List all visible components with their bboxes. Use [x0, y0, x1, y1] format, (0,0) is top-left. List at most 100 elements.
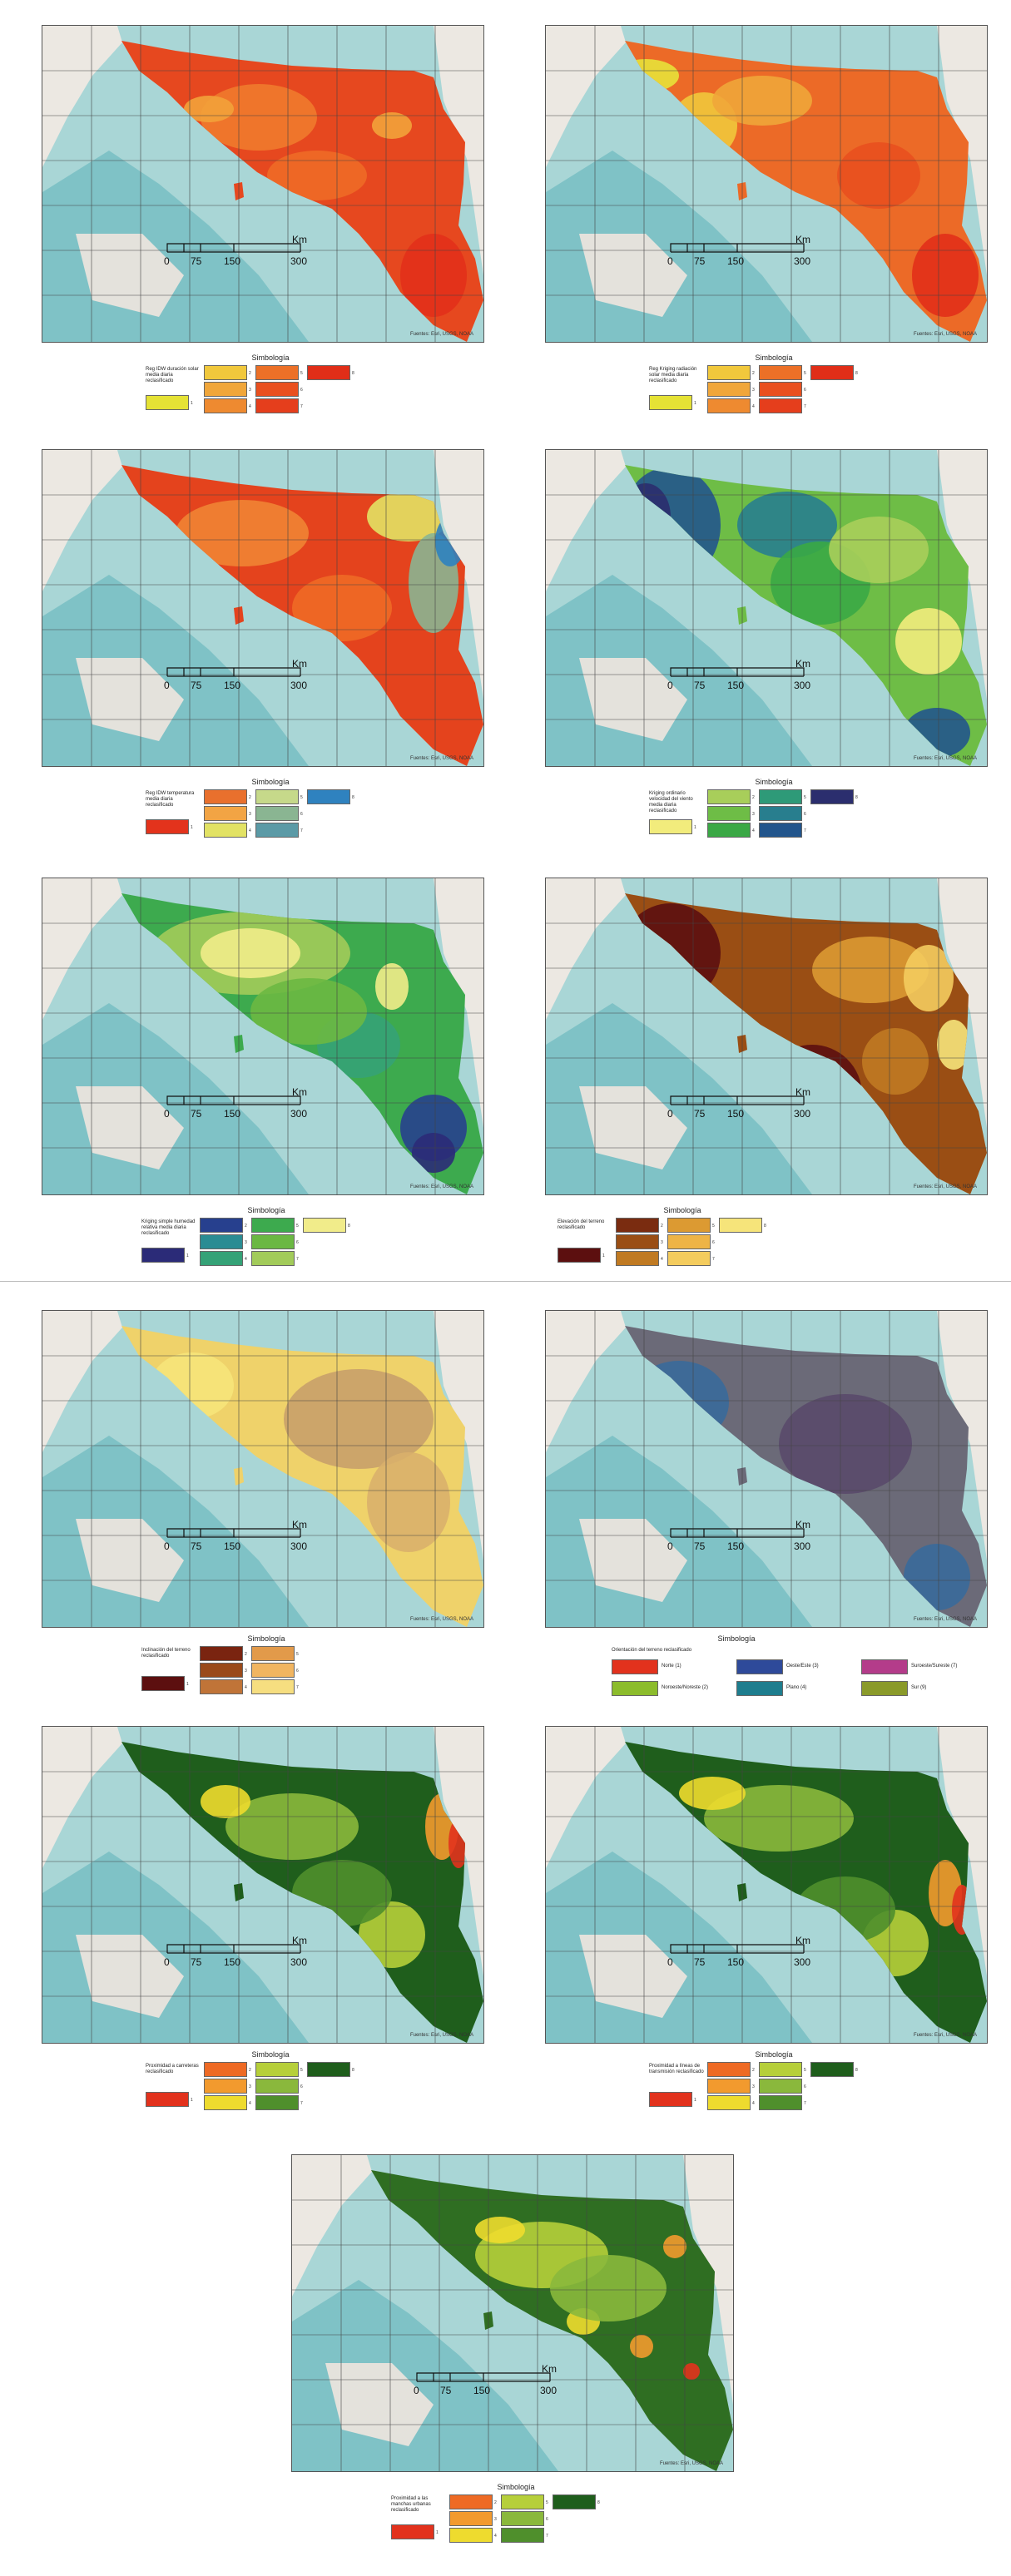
- legend-class-number: 3: [249, 812, 251, 817]
- legend-swatch: [759, 806, 802, 821]
- legend-class-number: 3: [245, 1240, 247, 1245]
- legend-swatch: [810, 789, 854, 804]
- legend-class-number: 2: [661, 1224, 663, 1229]
- map-credit: Fuentes: Esri, USGS, NOAA: [409, 2033, 473, 2038]
- map-graphic: [42, 1727, 483, 2043]
- scale-label: 75: [191, 1956, 202, 1968]
- legend-class-number: 4: [249, 2101, 251, 2106]
- legend-swatch: [501, 2494, 544, 2509]
- legend-swatch: [251, 1679, 295, 1694]
- scale-unit: Km: [795, 1519, 810, 1530]
- scale-unit: Km: [292, 1086, 307, 1098]
- legend-class-number: 5: [546, 2500, 548, 2505]
- legend-swatch: [667, 1251, 711, 1266]
- legend-class-number: 4: [249, 404, 251, 409]
- legend-class-number: 3: [752, 388, 755, 393]
- legend-class-number: 4: [752, 2101, 755, 2106]
- legend-class-number: 1: [191, 825, 193, 830]
- scale-label: 300: [794, 680, 811, 691]
- scale-label: 150: [727, 680, 745, 691]
- legend-irradiation-idw: Simbología Reg IDW duración solar media d…: [146, 354, 395, 428]
- legend-class-number: 3: [752, 2084, 755, 2089]
- legend-class-number: 7: [300, 828, 303, 833]
- legend-class-number: 6: [804, 2084, 806, 2089]
- legend-swatch: [146, 2092, 189, 2107]
- scale-label: 150: [224, 255, 241, 267]
- legend-swatch: [251, 1234, 295, 1249]
- scale-label: 300: [290, 255, 308, 267]
- legend-swatch: [616, 1218, 659, 1233]
- legend-class-number: 1: [191, 401, 193, 406]
- scale-label: 0: [164, 680, 170, 691]
- legend-swatch: [707, 806, 751, 821]
- scale-unit: Km: [795, 234, 810, 245]
- map-graphic: [42, 450, 483, 766]
- legend-class-number: 7: [296, 1685, 299, 1690]
- legend-proximity-urban: Simbología Proximidad a las manchas urban…: [391, 2483, 641, 2558]
- scale-label: 0: [667, 255, 673, 267]
- scale-label: 75: [191, 680, 202, 691]
- scale-label: 0: [667, 1540, 673, 1552]
- map-temperature-idw: 0 75 150 300 Km Fuentes: Esri, USGS, NOAA: [42, 449, 484, 767]
- legend-swatch: [204, 398, 247, 413]
- scale-unit: Km: [542, 2363, 557, 2375]
- legend-swatch: [255, 823, 299, 838]
- legend-swatch: [204, 806, 247, 821]
- legend-label: Kriging simple humedad relativa media di…: [141, 1219, 196, 1236]
- legend-class-number: 2: [249, 795, 251, 800]
- legend-swatch: [707, 789, 751, 804]
- legend-class-label: Noroeste/Noreste (2): [662, 1685, 709, 1690]
- scale-label: 75: [191, 255, 202, 267]
- scale-label: 300: [794, 1108, 811, 1120]
- legend-class-number: 4: [245, 1257, 247, 1262]
- legend-class-number: 1: [186, 1253, 189, 1258]
- legend-label: Proximidad a carreteras reclasificado: [146, 2064, 199, 2074]
- map-radiation-kriging: 0 75 150 300 Km Fuentes: Esri, USGS, NOAA: [545, 25, 988, 343]
- row-divider: [0, 1281, 1011, 1282]
- legend-class-number: 5: [804, 795, 806, 800]
- map-credit: Fuentes: Esri, USGS, NOAA: [913, 1184, 977, 1189]
- legend-swatch: [759, 2079, 802, 2094]
- scale-unit: Km: [292, 1935, 307, 1946]
- scale-label: 75: [694, 1108, 706, 1120]
- legend-radiation-kriging: Simbología Reg Kriging radiación solar me…: [649, 354, 899, 428]
- legend-swatch: [255, 382, 299, 397]
- legend-swatch: [649, 2092, 692, 2107]
- legend-proximity-lines: Simbología Proximidad a líneas de transmi…: [649, 2050, 899, 2125]
- map-graphic: [42, 1311, 483, 1627]
- legend-swatch: [558, 1248, 601, 1263]
- legend-swatch: [449, 2494, 493, 2509]
- legend-class-number: 8: [352, 795, 354, 800]
- legend-label: Reg IDW duración solar media diaria recl…: [146, 367, 199, 383]
- legend-class-number: 5: [712, 1224, 715, 1229]
- legend-swatch: [759, 2095, 802, 2110]
- legend-class-number: 1: [186, 1682, 189, 1687]
- map-slope: 0 75 150 300 Km Fuentes: Esri, USGS, NOAA: [42, 1310, 484, 1628]
- legend-heading: Simbología: [755, 778, 793, 786]
- legend-slope: Simbología Inclinación del terreno reclas…: [141, 1634, 391, 1709]
- legend-swatch: [204, 789, 247, 804]
- scale-label: 150: [727, 1540, 745, 1552]
- legend-swatch: [649, 819, 692, 834]
- scale-label: 75: [191, 1108, 202, 1120]
- scale-label: 0: [667, 680, 673, 691]
- map-elevation: 0 75 150 300 Km Fuentes: Esri, USGS, NOAA: [545, 878, 988, 1195]
- legend-label: Reg IDW temperatura media diaria reclasi…: [146, 791, 195, 808]
- map-credit: Fuentes: Esri, USGS, NOAA: [409, 1617, 473, 1622]
- scale-label: 300: [290, 1540, 308, 1552]
- legend-class-number: 4: [245, 1685, 247, 1690]
- legend-swatch: [141, 1676, 185, 1691]
- legend-temperature-idw: Simbología Reg IDW temperatura media diar…: [146, 778, 395, 853]
- legend-class-number: 4: [752, 828, 755, 833]
- legend-swatch: [146, 395, 189, 410]
- scale-label: 300: [794, 1956, 811, 1968]
- scale-unit: Km: [292, 234, 307, 245]
- scale-label: 150: [224, 1108, 241, 1120]
- legend-class-number: 6: [804, 388, 806, 393]
- legend-class-number: 5: [300, 2068, 303, 2073]
- legend-swatch: [707, 2062, 751, 2077]
- legend-swatch: [303, 1218, 346, 1233]
- legend-swatch: [255, 2062, 299, 2077]
- legend-swatch: [707, 823, 751, 838]
- legend-label: Elevación del terreno reclasificado: [558, 1219, 605, 1230]
